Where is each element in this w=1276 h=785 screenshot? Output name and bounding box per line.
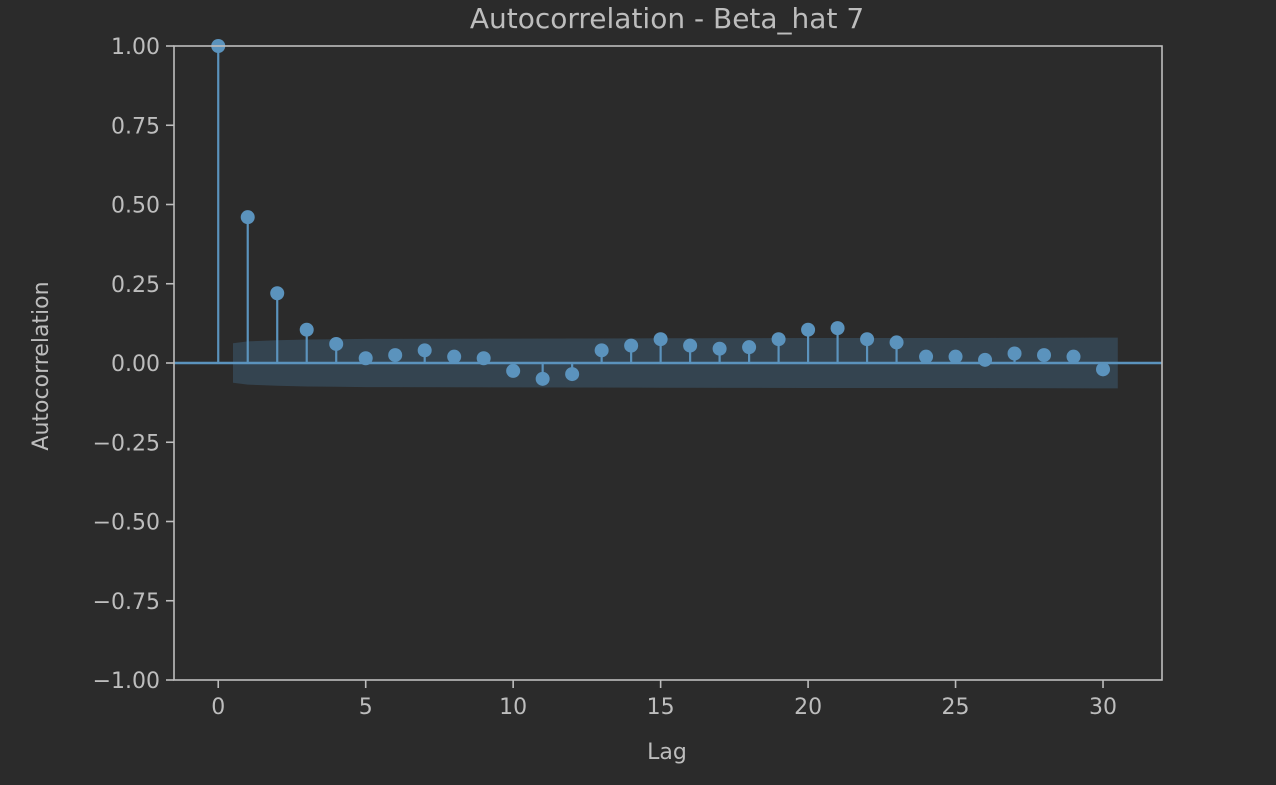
stem-markers	[211, 39, 1111, 386]
stem-marker-lag-14	[624, 338, 639, 353]
x-tick-label-25: 25	[942, 695, 970, 720]
x-tick-label-0: 0	[211, 695, 225, 720]
y-tick-label-7: −0.75	[93, 590, 160, 615]
y-tick-label-4: 0.00	[111, 352, 160, 377]
stem-marker-lag-20	[801, 322, 816, 337]
stem-marker-lag-5	[358, 351, 373, 366]
stem-marker-lag-24	[919, 349, 934, 364]
stem-marker-lag-27	[1007, 346, 1022, 361]
stem-marker-lag-6	[388, 348, 403, 363]
stem-marker-lag-21	[830, 321, 845, 336]
stem-marker-lag-4	[329, 336, 344, 351]
stem-marker-lag-29	[1066, 349, 1081, 364]
stem-marker-lag-15	[653, 332, 668, 347]
stem-marker-lag-10	[506, 363, 521, 378]
x-tick-label-10: 10	[499, 695, 527, 720]
stem-marker-lag-3	[299, 322, 314, 337]
plot-area	[173, 39, 1163, 681]
y-tick-label-1: 0.75	[111, 114, 160, 139]
stem-marker-lag-19	[771, 332, 786, 347]
stem-marker-lag-8	[447, 349, 462, 364]
y-tick-label-5: −0.25	[93, 431, 160, 456]
stem-marker-lag-2	[270, 286, 285, 301]
stem-marker-lag-25	[948, 349, 963, 364]
stem-marker-lag-1	[240, 210, 255, 225]
stem-marker-lag-23	[889, 335, 904, 350]
stem-marker-lag-7	[417, 343, 432, 358]
chart-title: Autocorrelation - Beta_hat 7	[470, 2, 864, 35]
x-tick-label-5: 5	[359, 695, 373, 720]
y-tick-label-3: 0.25	[111, 273, 160, 298]
x-axis-label: Lag	[647, 740, 687, 765]
x-axis-ticks: 0 5 10 15 20 25 30	[211, 680, 1117, 720]
y-axis-ticks: 1.00 0.75 0.50 0.25 0.00 −0.25 −0.50 −0.75 −1.00	[93, 35, 174, 694]
stem-marker-lag-26	[978, 352, 993, 367]
stem-marker-lag-18	[742, 340, 757, 355]
stem-marker-lag-13	[594, 343, 609, 358]
y-tick-label-2: 0.50	[111, 194, 160, 219]
y-tick-label-0: 1.00	[111, 35, 160, 60]
stem-marker-lag-11	[535, 371, 550, 386]
y-axis-label: Autocorrelation	[29, 281, 54, 450]
stem-marker-lag-30	[1096, 362, 1111, 377]
stem-marker-lag-16	[683, 338, 698, 353]
stem-marker-lag-22	[860, 332, 875, 347]
stem-marker-lag-17	[712, 341, 727, 356]
x-tick-label-30: 30	[1089, 695, 1117, 720]
stem-marker-lag-12	[565, 367, 580, 382]
y-tick-label-6: −0.50	[93, 511, 160, 536]
stem-marker-lag-9	[476, 351, 491, 366]
stem-marker-lag-28	[1037, 348, 1052, 363]
x-tick-label-15: 15	[647, 695, 675, 720]
x-tick-label-20: 20	[794, 695, 822, 720]
y-tick-label-8: −1.00	[93, 669, 160, 694]
